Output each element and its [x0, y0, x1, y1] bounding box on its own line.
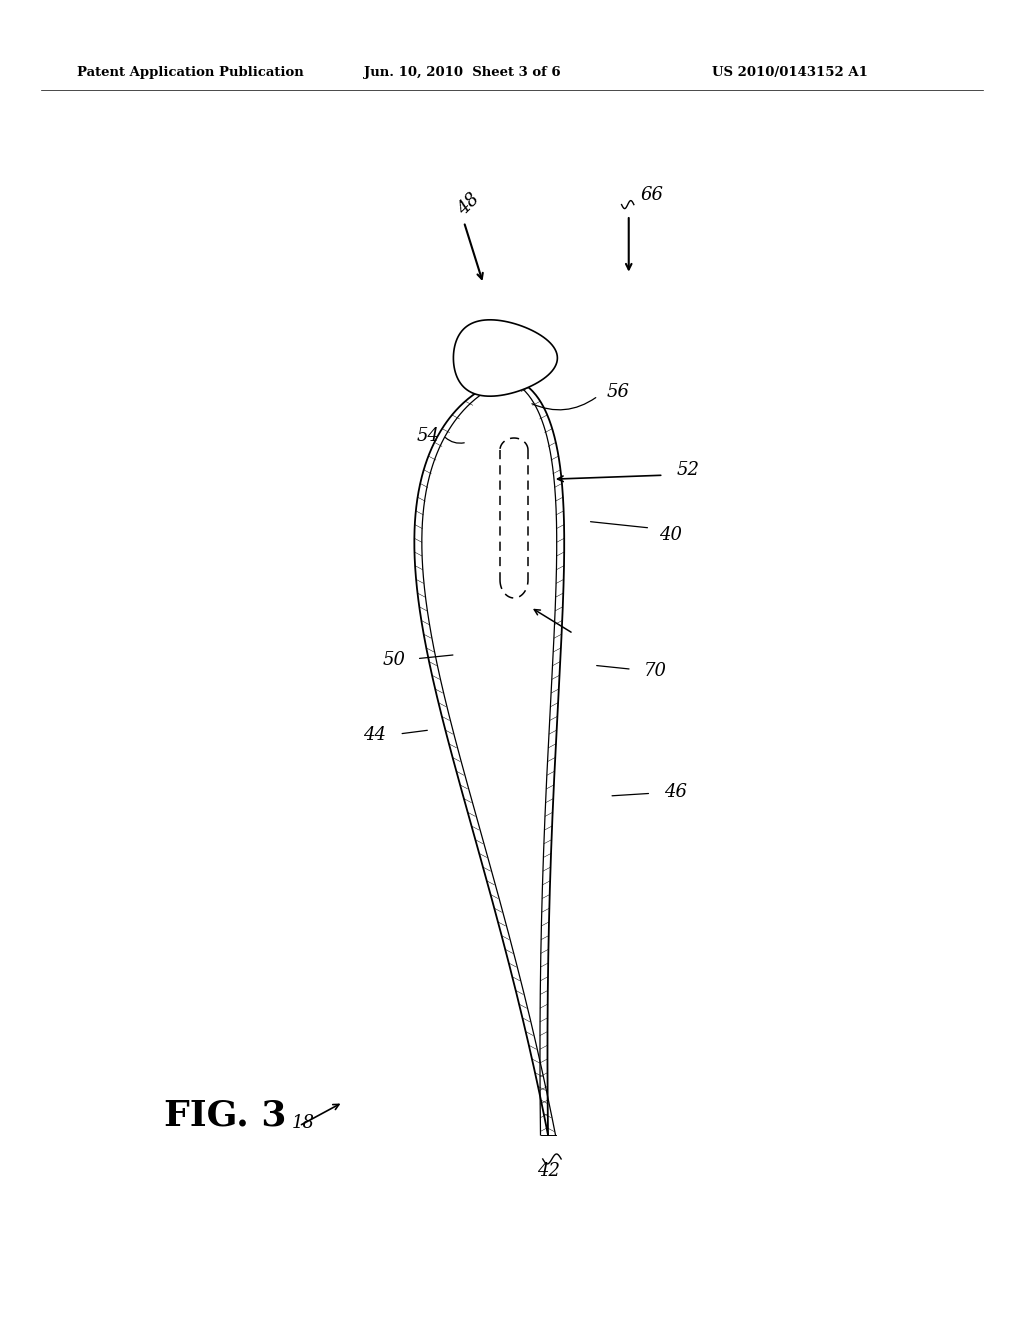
Text: 18: 18: [292, 1114, 314, 1133]
Text: 66: 66: [640, 186, 663, 205]
Text: Patent Application Publication: Patent Application Publication: [77, 66, 303, 79]
Text: 40: 40: [659, 525, 682, 544]
Text: 46: 46: [665, 783, 687, 801]
Text: 48: 48: [455, 190, 483, 219]
Text: 44: 44: [364, 726, 386, 744]
Text: 70: 70: [644, 661, 667, 680]
Text: 42: 42: [538, 1162, 560, 1180]
Text: 56: 56: [607, 383, 630, 401]
Text: US 2010/0143152 A1: US 2010/0143152 A1: [712, 66, 867, 79]
Text: Jun. 10, 2010  Sheet 3 of 6: Jun. 10, 2010 Sheet 3 of 6: [364, 66, 560, 79]
Text: 50: 50: [383, 651, 406, 669]
Text: FIG. 3: FIG. 3: [164, 1098, 287, 1133]
Text: 54: 54: [417, 426, 439, 445]
Polygon shape: [454, 319, 557, 396]
Text: 52: 52: [677, 461, 699, 479]
